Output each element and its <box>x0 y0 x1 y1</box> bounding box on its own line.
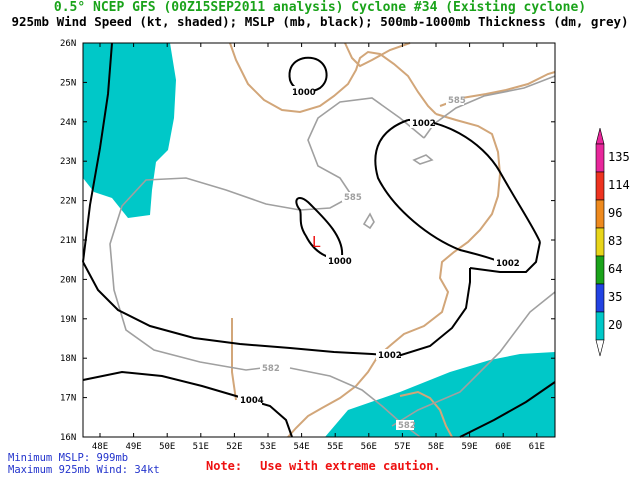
caution-note: Note: Use with extreme caution. <box>206 459 441 473</box>
latitude-axis: 26N 25N 24N 23N 22N 21N 20N 19N 18N 17N 16N <box>60 39 555 443</box>
latitude-label: 16N <box>60 433 76 443</box>
latitude-label: 18N <box>60 354 76 364</box>
note-label: Note: <box>206 459 243 473</box>
isobar-label: 1000 <box>292 88 316 98</box>
isobar-label: 1004 <box>240 396 264 406</box>
max-wind-text: Maximum 925mb Wind: 34kt <box>8 464 160 476</box>
thickness-label: 582 <box>398 421 416 431</box>
legend-label-83: 83 <box>608 234 622 248</box>
isobar-label: 1000 <box>328 257 352 267</box>
latitude-label: 26N <box>60 39 76 49</box>
min-mslp-text: Minimum MSLP: 999mb <box>8 452 129 464</box>
longitude-label: 59E <box>461 442 477 452</box>
longitude-label: 51E <box>193 442 209 452</box>
legend-band-114 <box>595 171 605 201</box>
wind-shade-southeast <box>325 352 555 437</box>
legend-band-64 <box>595 255 605 285</box>
latitude-label: 23N <box>60 157 76 167</box>
legend-band-20 <box>595 311 605 341</box>
wind-shade-northwest <box>83 43 176 218</box>
legend-band-83 <box>595 227 605 257</box>
legend-label-35: 35 <box>608 290 622 304</box>
longitude-label: 53E <box>260 442 276 452</box>
title-line-2: 925mb Wind Speed (kt, shaded); MSLP (mb,… <box>11 14 629 29</box>
title-line-1: 0.5° NCEP GFS (00Z15SEP2011 analysis) Cy… <box>53 0 587 15</box>
latitude-label: 21N <box>60 236 76 246</box>
isobar-labels: 1000 1000 1002 1002 1002 1004 <box>238 86 520 406</box>
longitude-axis: 48E 49E 50E 51E 52E 53E 54E 55E 56E 57E 58E 59E 60E 6… <box>92 43 545 452</box>
legend-label-135: 135 <box>608 150 630 164</box>
thickness-label: 585 <box>344 193 362 203</box>
legend-label-20: 20 <box>608 318 622 332</box>
legend-top-arrow <box>595 127 605 145</box>
legend-label-114: 114 <box>608 178 630 192</box>
thickness-label: 582 <box>262 364 280 374</box>
longitude-label: 54E <box>293 442 309 452</box>
longitude-label: 49E <box>125 442 141 452</box>
latitude-label: 22N <box>60 197 76 207</box>
legend-bottom-arrow <box>595 339 605 357</box>
longitude-label: 52E <box>226 442 242 452</box>
legend-label-64: 64 <box>608 262 622 276</box>
isobar-label: 1002 <box>412 119 436 129</box>
wind-speed-legend: 135 114 96 83 64 35 20 <box>590 127 640 358</box>
legend-band-96 <box>595 199 605 229</box>
thickness-label: 585 <box>448 96 466 106</box>
legend-label-96: 96 <box>608 206 622 220</box>
stats-block: Minimum MSLP: 999mb Maximum 925mb Wind: … <box>8 452 160 476</box>
legend-band-135 <box>595 143 605 173</box>
latitude-label: 19N <box>60 315 76 325</box>
thickness-labels: 585 585 582 582 <box>260 95 466 431</box>
longitude-label: 60E <box>495 442 511 452</box>
longitude-label: 48E <box>92 442 108 452</box>
longitude-label: 58E <box>428 442 444 452</box>
isobars <box>82 42 556 438</box>
latitude-label: 24N <box>60 118 76 128</box>
longitude-label: 55E <box>327 442 343 452</box>
isobar-label: 1002 <box>378 351 402 361</box>
latitude-label: 20N <box>60 275 76 285</box>
legend-band-35 <box>595 283 605 313</box>
isobar-label: 1002 <box>496 259 520 269</box>
longitude-label: 57E <box>394 442 410 452</box>
latitude-label: 25N <box>60 78 76 88</box>
longitude-label: 50E <box>159 442 175 452</box>
note-text: Use with extreme caution. <box>260 459 441 473</box>
latitude-label: 17N <box>60 394 76 404</box>
longitude-label: 61E <box>529 442 545 452</box>
low-pressure-marker: L <box>312 233 321 251</box>
longitude-label: 56E <box>361 442 377 452</box>
